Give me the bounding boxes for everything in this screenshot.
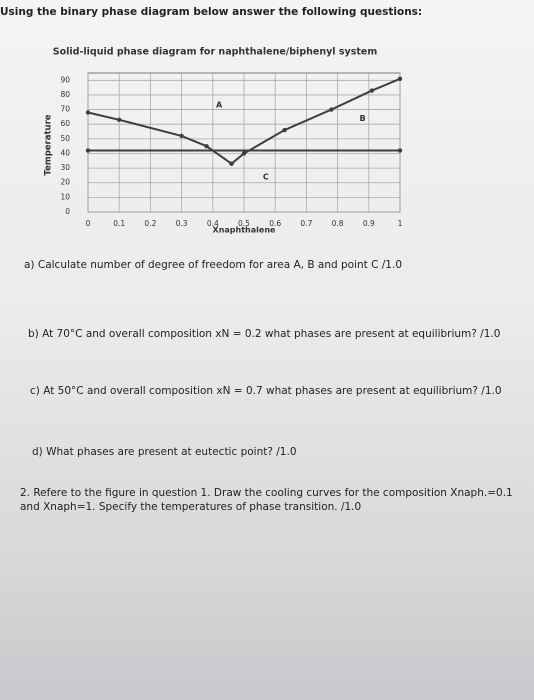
x-tick-label: 0.2 [144,219,156,228]
y-axis-label: Temperature [44,114,54,175]
x-tick-label: 0.4 [207,219,219,228]
data-point [397,76,403,82]
data-point [282,127,287,133]
x-axis-label: Xnaphthalene [213,226,276,235]
y-tick-label: 90 [60,75,70,84]
data-point [85,110,91,115]
y-tick-label: 60 [60,119,70,128]
y-tick-label: 20 [60,178,70,187]
data-point [397,148,403,153]
x-tick-label: 0.6 [269,219,281,228]
instruction: Using the binary phase diagram below ans… [0,6,423,18]
question-c: c) At 50°C and overall composition xN = … [30,385,502,397]
data-point [241,151,247,156]
region-label: B [360,114,366,123]
data-point [117,117,122,123]
data-point [229,161,234,166]
y-tick-label: 70 [60,105,70,114]
x-tick-label: 0.1 [113,219,125,228]
data-point [369,88,375,93]
y-tick-label: 50 [60,134,70,143]
x-tick-label: 0 [86,219,91,228]
y-tick-label: 40 [60,148,70,157]
series-line [87,111,233,165]
x-tick-label: 1 [398,219,403,228]
question-2: 2. Refere to the figure in question 1. D… [20,487,513,513]
x-tick-label: 0.5 [238,219,250,228]
chart-title: Solid-liquid phase diagram for naphthale… [53,47,378,58]
x-tick-label: 0.9 [363,219,375,228]
y-tick-label: 0 [65,207,70,216]
y-tick-label: 80 [60,90,70,99]
question-d: d) What phases are present at eutectic p… [32,446,297,458]
x-tick-label: 0.7 [300,219,312,228]
region-label: C [263,172,269,181]
phase-diagram: Solid-liquid phase diagram for naphthale… [44,47,403,235]
question-b: b) At 70°C and overall composition xN = … [28,328,501,340]
series-line [230,77,401,165]
data-point [329,107,334,112]
data-point [85,148,91,153]
x-tick-label: 0.8 [332,219,344,228]
data-point [179,133,184,139]
region-label: A [216,101,223,110]
data-point [204,143,209,149]
y-tick-label: 30 [60,163,70,172]
x-tick-label: 0.3 [176,219,188,228]
question-a: a) Calculate number of degree of freedom… [24,259,403,271]
y-tick-label: 10 [60,192,70,201]
